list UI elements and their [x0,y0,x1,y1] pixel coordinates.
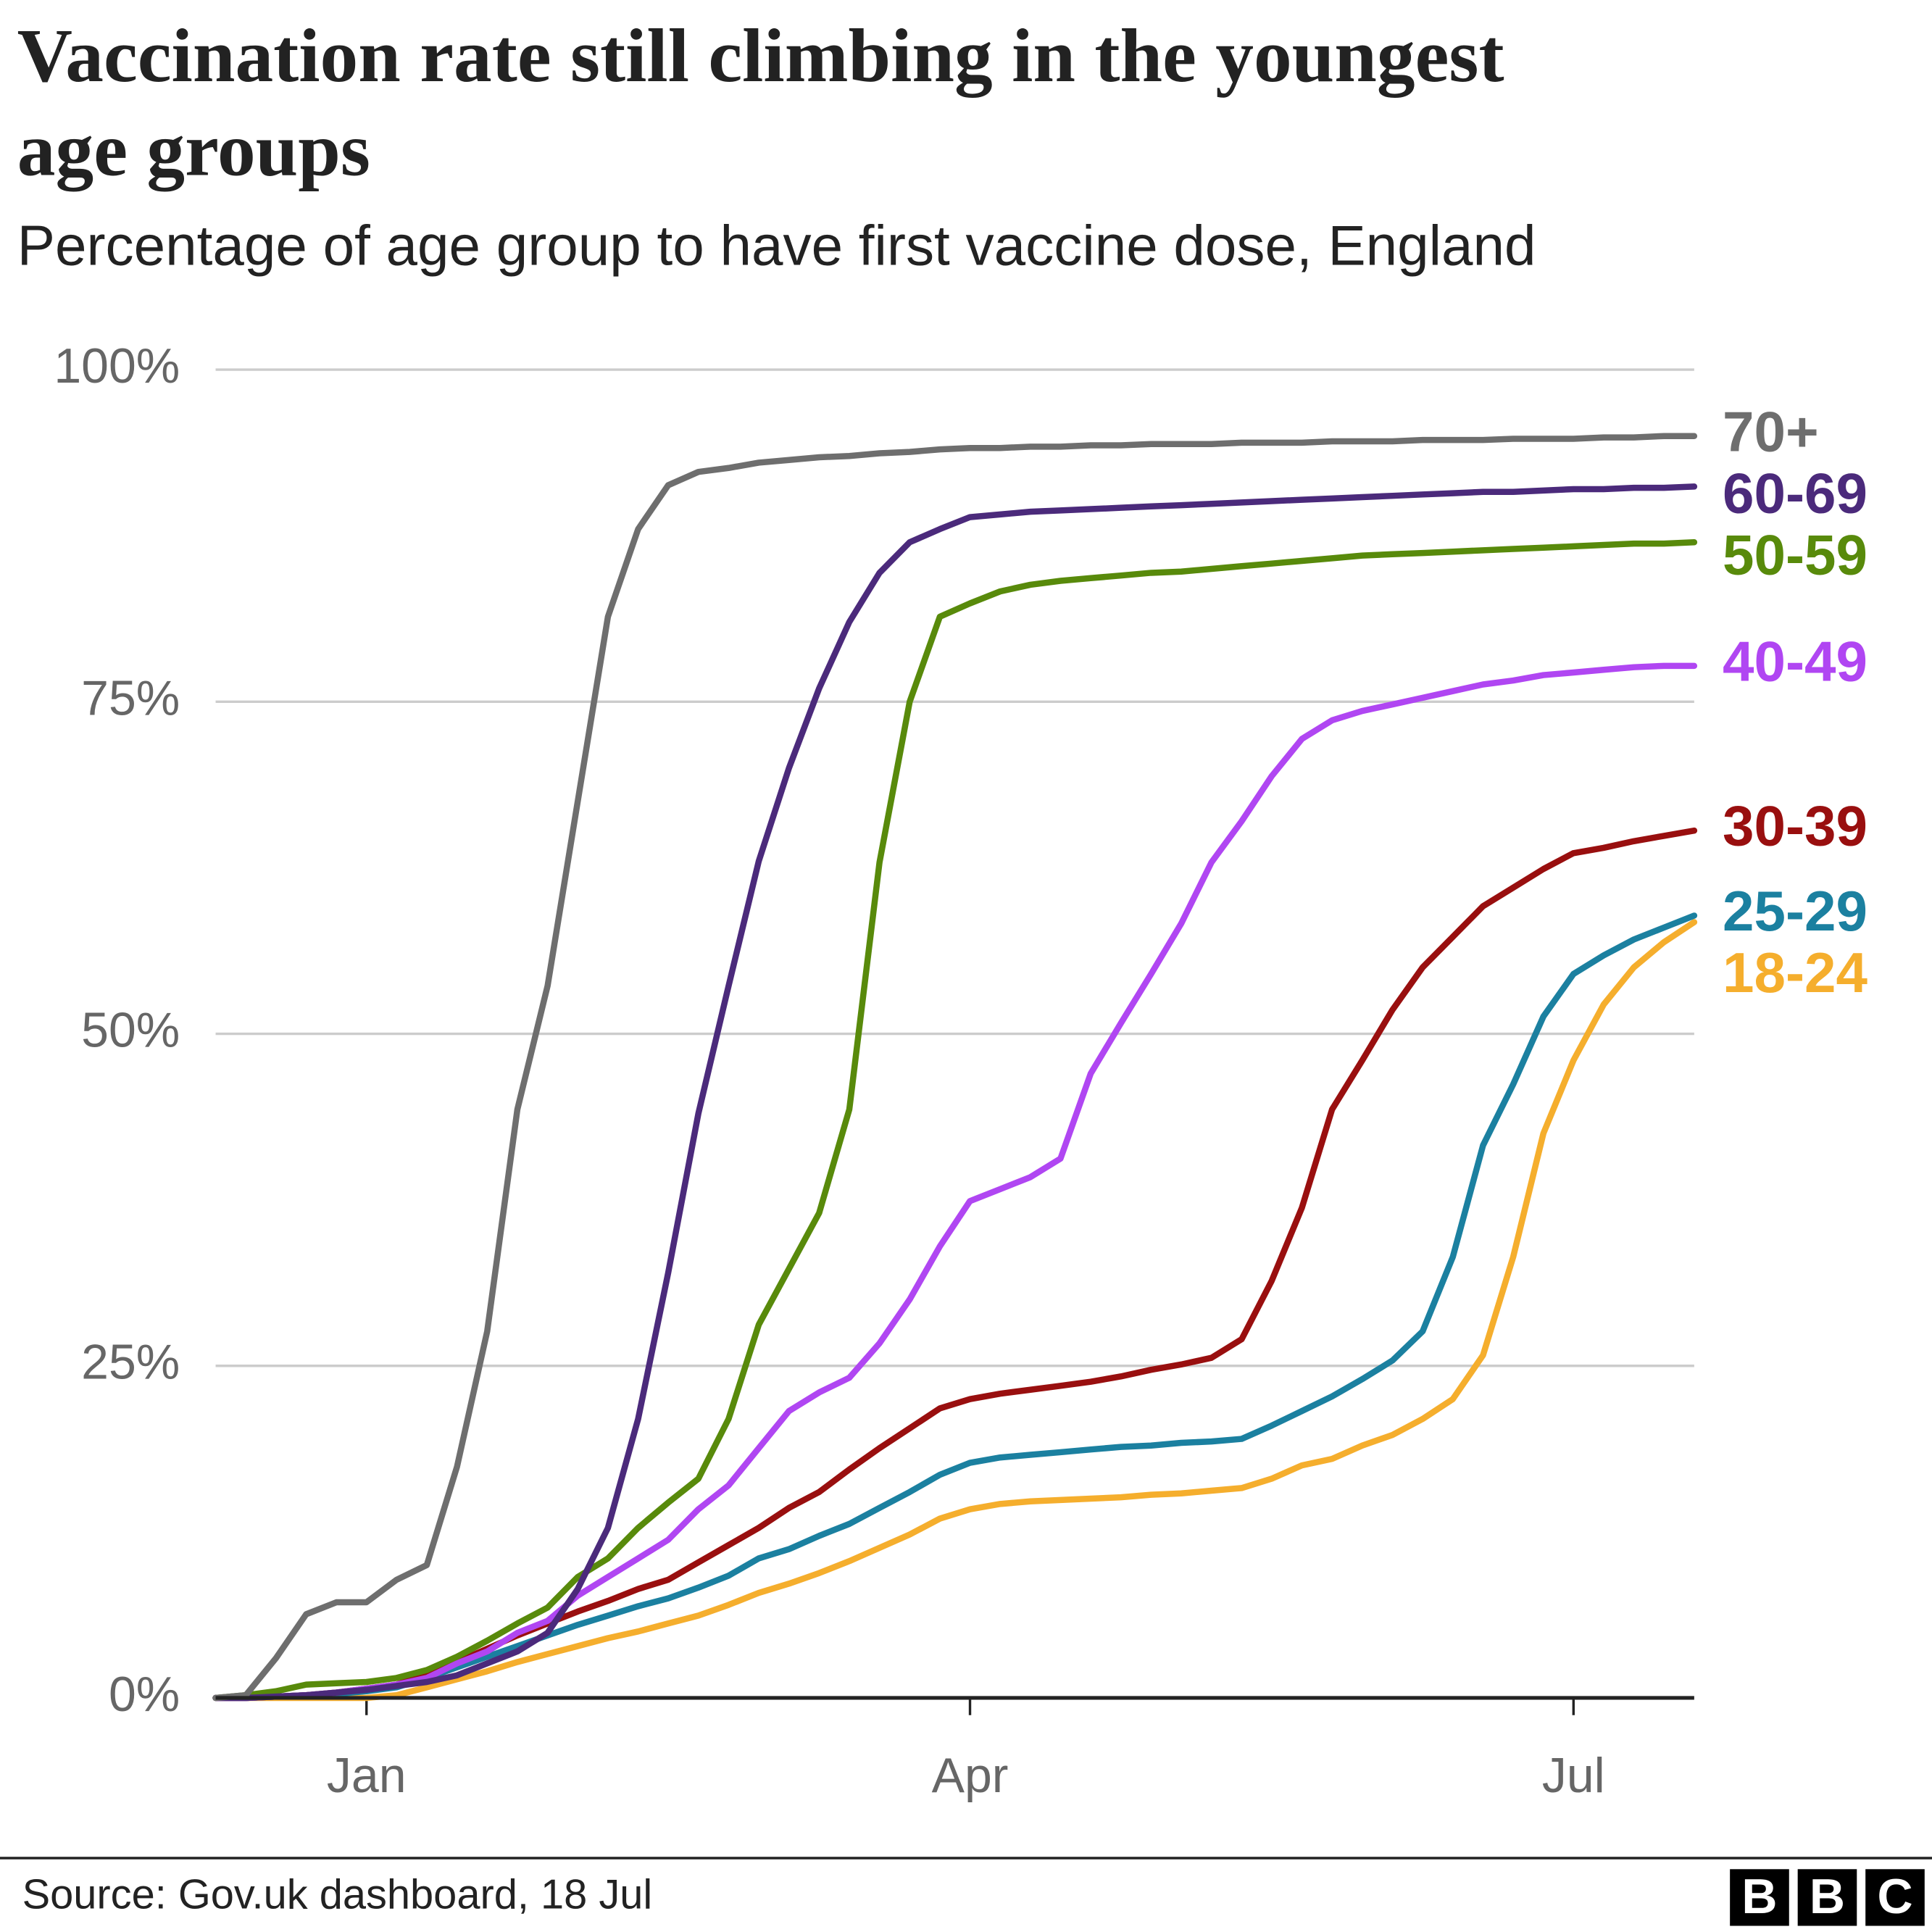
series-line [212,433,1698,1702]
series-label: 70+ [1723,399,1819,463]
logo-box [1865,1869,1925,1926]
chart-title: Vaccination rate still climbing in the y… [17,14,1504,193]
series-label: 50-59 [1723,522,1868,586]
series-label: 60-69 [1723,461,1868,525]
series-line [212,919,1698,1702]
series-label: 30-39 [1723,794,1868,858]
series-line [212,827,1698,1702]
x-tick-label: Apr [932,1748,1009,1803]
series-line [212,662,1698,1702]
series-line [212,483,1698,1702]
series-label: 40-49 [1723,629,1868,693]
series-label: 18-24 [1723,941,1868,1004]
source: Source: Gov.uk dashboard, 18 Jul [22,1872,653,1918]
logo-letter: B [1810,1869,1845,1924]
y-tick-label: 100% [54,338,180,394]
y-tick-label: 0% [109,1667,180,1722]
y-tick-label: 75% [81,670,180,725]
series-line [212,539,1698,1702]
series-line [212,912,1698,1702]
y-tick-label: 50% [81,1002,180,1057]
logo-letter: C [1877,1869,1912,1924]
x-tick-label: Jul [1542,1748,1605,1803]
logo-box [1797,1869,1857,1926]
series-label: 25-29 [1723,879,1868,943]
logo-letter: B [1741,1869,1777,1924]
logo-box [1730,1869,1789,1926]
chart-subtitle: Percentage of age group to have first va… [17,213,1536,278]
y-tick-label: 25% [81,1335,180,1390]
x-tick-label: Jan [327,1748,407,1803]
